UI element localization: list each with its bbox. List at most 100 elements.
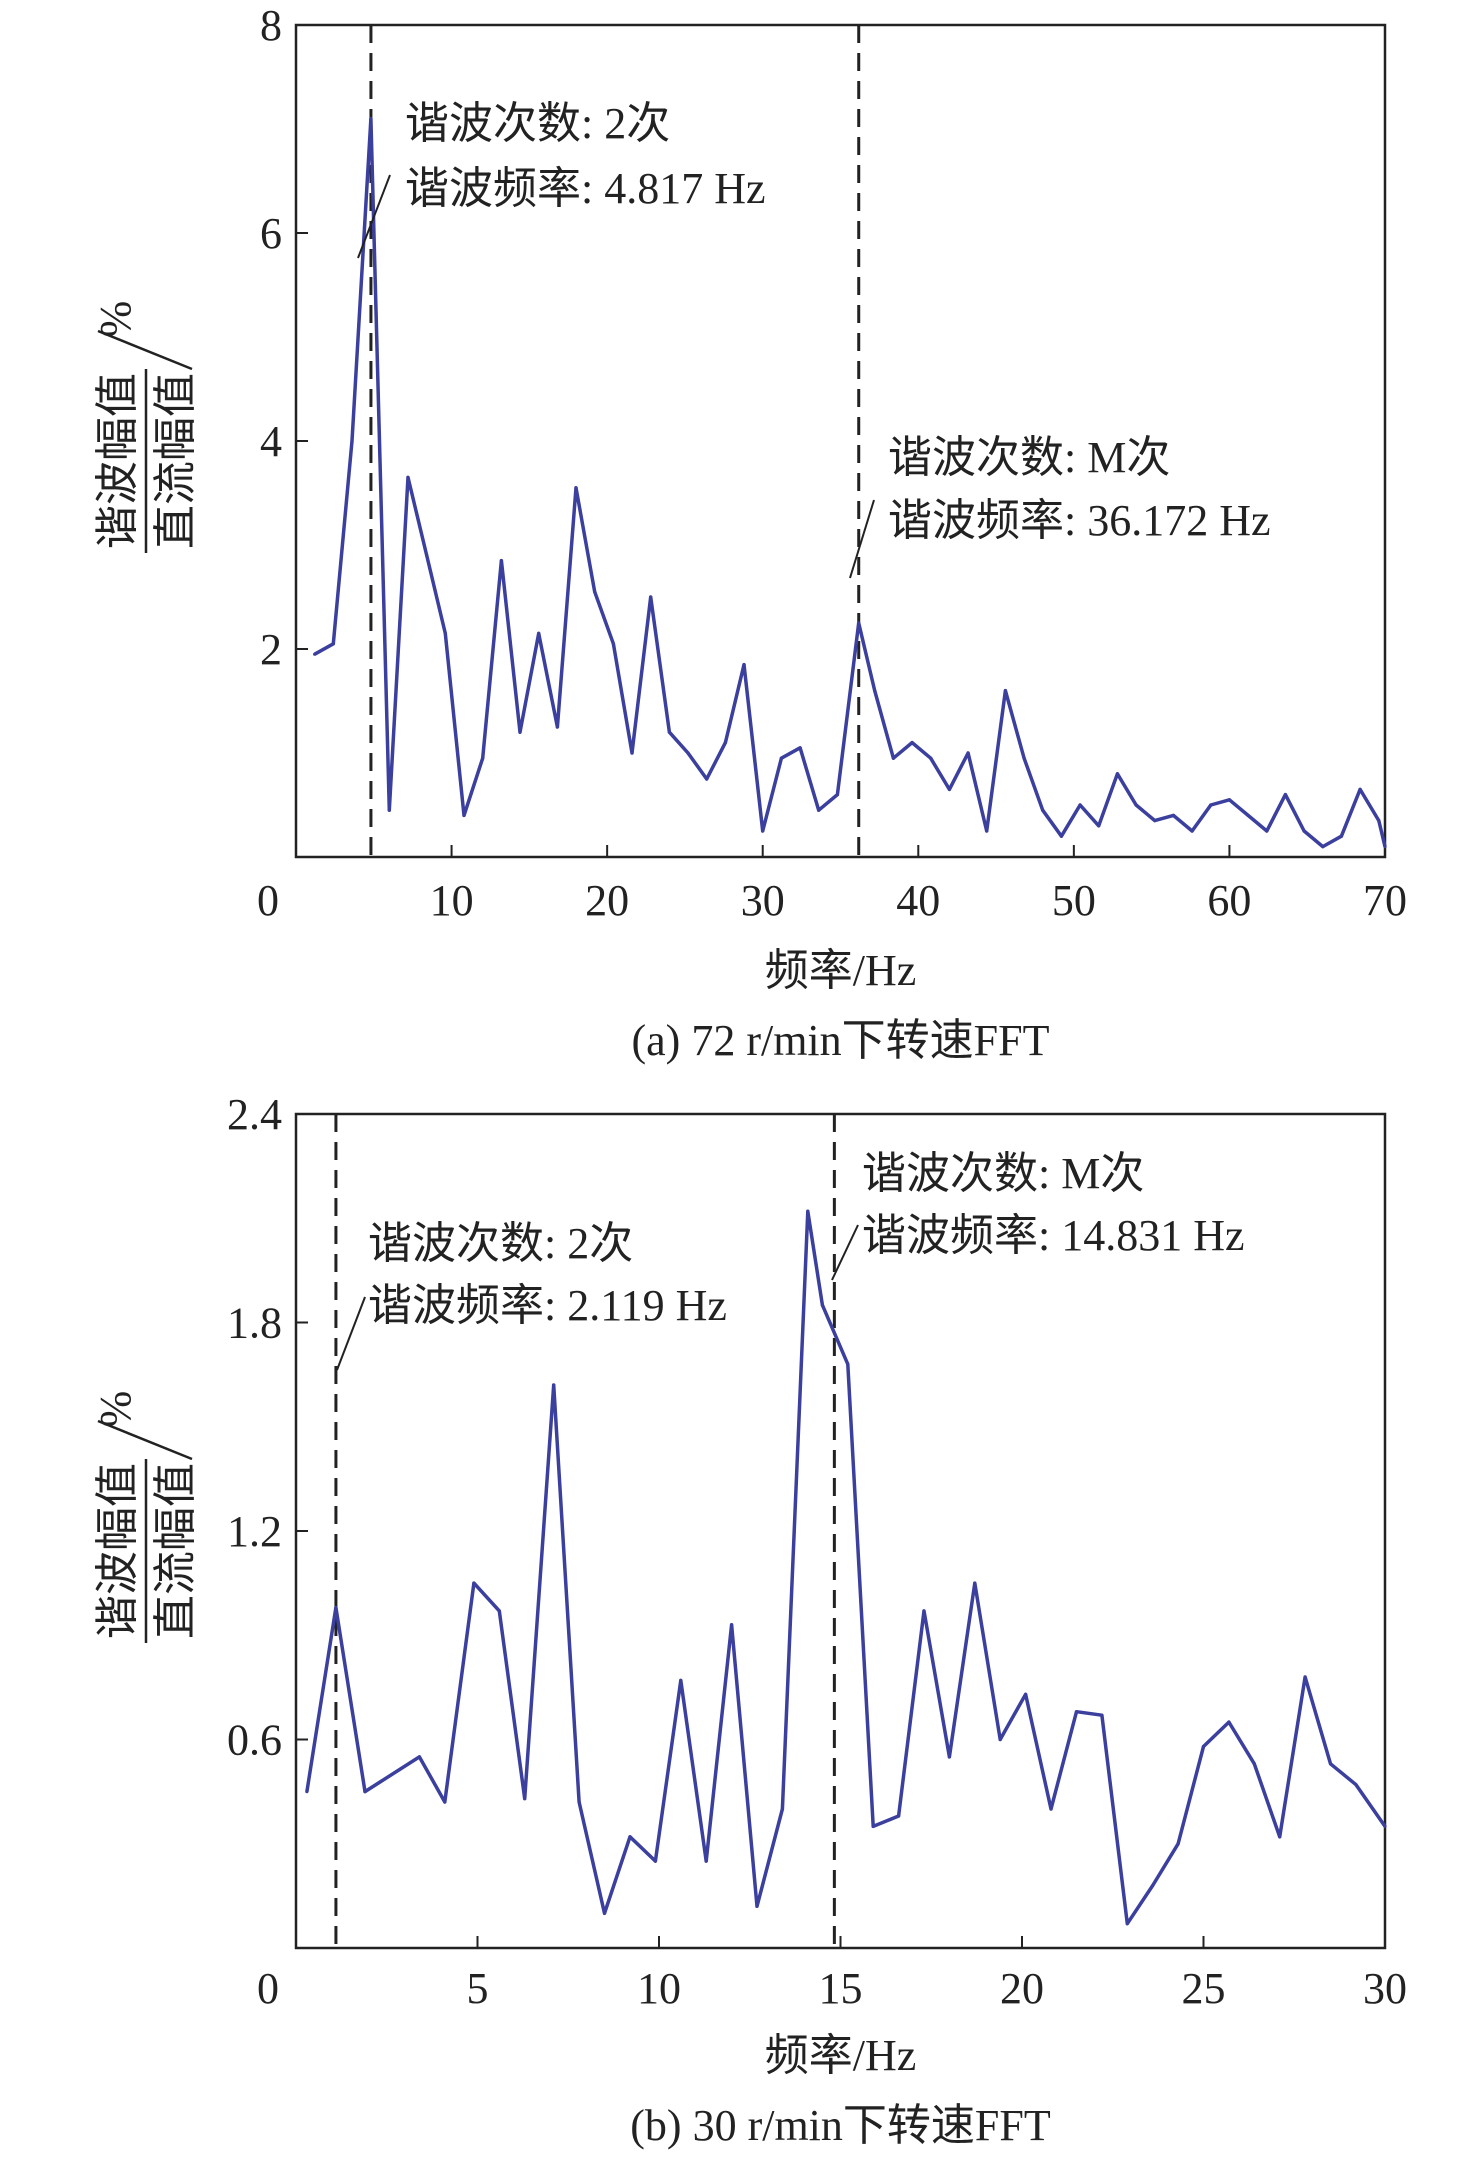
data-point <box>947 1755 952 1759</box>
data-point <box>443 1800 447 1804</box>
data-point <box>649 595 653 599</box>
data-point <box>857 621 861 625</box>
y-axis-denominator: 直流幅值 <box>151 1463 200 1639</box>
data-point <box>1100 1713 1104 1717</box>
annotation-harmonic-frequency: 谐波频率: 36.172 Hz <box>888 496 1271 545</box>
data-point <box>1153 819 1157 823</box>
chart-panel-b: 0 5 10 15 20 25 30 0.6 1.2 1.8 2.4 频率/Hz (b) 30 r/mi… <box>91 1090 1407 2150</box>
data-point <box>1041 808 1045 812</box>
data-point <box>1078 803 1082 807</box>
data-point <box>628 1835 632 1839</box>
y-tick-label: 2 <box>260 625 282 674</box>
data-point <box>406 475 410 479</box>
data-point <box>630 751 634 755</box>
data-point <box>1003 689 1008 693</box>
data-point <box>679 1678 683 1683</box>
data-point <box>305 1790 309 1794</box>
y-tick-label: 6 <box>260 209 282 258</box>
y-axis-unit: % <box>91 301 140 338</box>
x-tick-label: 10 <box>637 1964 681 2013</box>
data-point <box>846 1362 850 1366</box>
x-tick-label: 20 <box>1000 1964 1044 2013</box>
data-point <box>891 756 895 760</box>
data-point <box>667 730 671 734</box>
annotation-leader <box>831 1224 859 1281</box>
y-tick-label: 1.2 <box>227 1507 282 1556</box>
data-point <box>1059 834 1064 838</box>
annotation-harmonic-frequency: 谐波频率: 14.831 Hz <box>862 1211 1245 1260</box>
data-point <box>1074 1710 1079 1714</box>
y-tick-label: 4 <box>260 417 282 466</box>
data-point <box>1358 787 1362 792</box>
data-point <box>922 1609 926 1613</box>
data-point <box>1354 1783 1358 1787</box>
data-point <box>363 1790 367 1794</box>
y-axis-numerator: 谐波幅值 <box>93 1463 142 1639</box>
x-tick-label: 70 <box>1363 876 1407 925</box>
data-point <box>985 829 989 833</box>
data-point <box>443 631 447 636</box>
data-point <box>537 631 541 636</box>
x-tick-label: 20 <box>585 876 629 925</box>
data-point <box>574 486 578 490</box>
data-point <box>817 808 821 812</box>
annotation-leader <box>336 1296 366 1371</box>
data-point <box>350 439 354 443</box>
data-point <box>998 1737 1002 1742</box>
data-point <box>798 746 802 750</box>
data-point <box>1328 1762 1333 1766</box>
data-point <box>1227 798 1232 802</box>
data-point <box>369 117 373 121</box>
annotation-harmonic-order: 谐波次数: M次 <box>862 1149 1144 1198</box>
data-point <box>873 689 877 693</box>
data-point <box>742 663 746 667</box>
data-point <box>387 808 391 812</box>
data-point <box>910 741 914 745</box>
data-point <box>518 730 522 734</box>
x-tick-label: 30 <box>1363 1964 1407 2013</box>
x-tick-label: 50 <box>1052 876 1096 925</box>
x-tick-label: 0 <box>257 876 279 925</box>
x-tick-label: 10 <box>430 876 474 925</box>
data-point <box>462 813 466 818</box>
y-tick-label: 8 <box>260 1 282 50</box>
y-axis-unit: % <box>91 1391 140 1428</box>
data-point <box>1283 793 1288 797</box>
annotation-harmonic-order: 谐波次数: 2次 <box>405 99 670 148</box>
annotation-harmonic-order: 谐波次数: M次 <box>888 433 1170 482</box>
chart-caption: (b) 30 r/min下转速FFT <box>630 2101 1051 2150</box>
data-point <box>1125 1922 1129 1926</box>
data-point <box>1190 829 1194 833</box>
data-point <box>1339 834 1344 838</box>
data-point <box>947 787 952 792</box>
annotation-harmonic-order: 谐波次数: 2次 <box>368 1219 633 1268</box>
data-point <box>1383 1824 1387 1828</box>
x-tick-label: 60 <box>1207 876 1251 925</box>
data-point <box>973 1581 977 1585</box>
data-point <box>1049 1807 1053 1811</box>
x-tick-label: 40 <box>896 876 940 925</box>
data-point <box>929 756 933 760</box>
data-point <box>331 642 335 646</box>
data-point <box>523 1796 527 1801</box>
data-point <box>1252 1762 1256 1766</box>
data-point <box>1302 829 1306 833</box>
data-point <box>1134 803 1138 807</box>
data-point <box>552 1383 556 1387</box>
data-point <box>704 1859 708 1863</box>
data-point <box>1209 803 1213 807</box>
y-axis-title: 谐波幅值 直流幅值% <box>91 301 200 553</box>
series-line <box>305 1209 1387 1926</box>
annotation-leader <box>849 499 875 579</box>
annotation-harmonic-frequency: 谐波频率: 2.119 Hz <box>368 1281 727 1330</box>
chart-caption: (a) 72 r/min下转速FFT <box>632 1016 1050 1065</box>
y-tick-label: 1.8 <box>227 1299 282 1348</box>
x-axis-title: 频率/Hz <box>765 946 917 995</box>
data-point <box>481 756 485 760</box>
data-point <box>611 642 615 646</box>
data-point <box>761 829 765 833</box>
data-point <box>1151 1883 1155 1888</box>
data-point <box>705 777 709 781</box>
y-axis-title: 谐波幅值 直流幅值% <box>91 1391 200 1643</box>
annotation-harmonic-frequency: 谐波频率: 4.817 Hz <box>405 164 766 213</box>
